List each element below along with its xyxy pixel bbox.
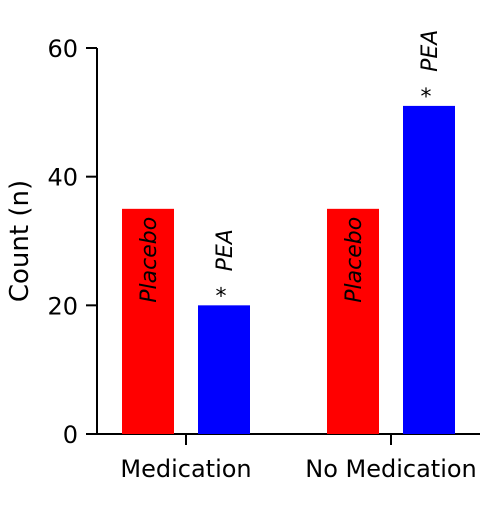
y-tick-label: 20	[47, 292, 78, 320]
y-ticks: 0 20 40 60	[47, 35, 97, 449]
bar-series-label: Placebo	[342, 217, 367, 303]
bar-series-label: Placebo	[137, 217, 162, 303]
x-category-label: Medication	[120, 455, 251, 483]
bar-series-label: PEA	[213, 229, 238, 271]
y-tick-label: 0	[63, 421, 78, 449]
x-categories: Medication No Medication	[120, 434, 477, 483]
y-tick-label: 40	[47, 164, 78, 192]
significance-marker: *	[216, 284, 227, 309]
bar-pea-0	[198, 305, 250, 434]
y-axis-title: Count (n)	[5, 180, 35, 302]
bar-placebo-1	[327, 208, 379, 434]
bar-pea-1	[403, 105, 455, 435]
x-category-label: No Medication	[305, 455, 477, 483]
bar-placebo-0	[122, 208, 174, 434]
bars: Placebo PEA * Placebo PEA *	[122, 30, 455, 435]
bar-series-label: PEA	[418, 30, 443, 72]
y-tick-label: 60	[47, 35, 78, 63]
significance-marker: *	[421, 85, 432, 110]
